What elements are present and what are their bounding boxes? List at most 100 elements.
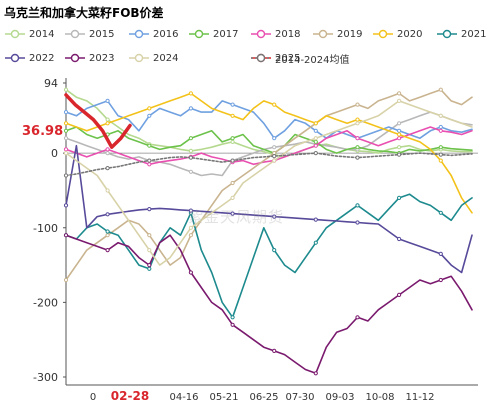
data-point — [397, 195, 402, 200]
data-point — [105, 229, 110, 234]
data-point — [63, 121, 69, 126]
data-point — [355, 220, 360, 225]
data-point — [438, 145, 443, 150]
data-point — [188, 136, 193, 141]
data-point — [230, 211, 235, 216]
data-point — [105, 117, 110, 122]
data-point — [397, 236, 402, 242]
legend-label: 2023 — [89, 52, 115, 64]
legend-swatch-icon — [313, 29, 333, 39]
data-point — [147, 162, 152, 167]
data-point — [397, 132, 402, 137]
chart-legend: 2014 2015 2016 2017 2018 2019 2020 2021 2022 2023… — [0, 24, 503, 74]
legend-label: 2017 — [213, 28, 239, 40]
data-point — [188, 155, 193, 160]
legend-item[interactable]: 2017 — [188, 26, 238, 42]
chart-title: 乌克兰和加拿大菜籽FOB价差 — [4, 6, 164, 20]
data-point — [63, 233, 69, 238]
data-point — [272, 145, 277, 150]
data-point — [105, 151, 110, 156]
x-tick-label: 06-25 — [249, 392, 278, 403]
data-point — [147, 248, 152, 253]
data-point — [147, 143, 152, 148]
legend-item[interactable]: 2019 — [312, 26, 362, 42]
data-point — [397, 145, 402, 150]
legend-item[interactable]: 2014 — [4, 26, 54, 42]
legend-swatch-icon — [251, 53, 271, 63]
data-point — [313, 121, 318, 126]
data-point — [438, 152, 443, 157]
data-point — [397, 91, 402, 96]
legend-swatch-icon — [251, 29, 271, 39]
legend-item[interactable]: 2016 — [128, 26, 178, 42]
data-point — [313, 136, 318, 141]
series-line-2024 — [65, 100, 473, 266]
legend-swatch-icon — [373, 29, 393, 39]
legend-swatch-icon — [65, 29, 85, 39]
data-point — [397, 98, 402, 104]
x-tick-label: 11-12 — [405, 392, 434, 403]
data-point — [355, 102, 360, 107]
data-point — [313, 371, 318, 376]
legend-label: 2014-2024均值 — [275, 54, 350, 66]
data-point — [147, 158, 152, 163]
y-tick-label: -100 — [33, 222, 58, 235]
legend-swatch-icon — [129, 53, 149, 63]
legend-item[interactable]: 2022 — [4, 50, 54, 66]
data-point — [397, 121, 402, 126]
data-point — [63, 277, 69, 283]
data-point — [355, 121, 360, 126]
data-point — [313, 128, 318, 133]
data-point — [147, 207, 152, 212]
data-point — [313, 217, 318, 222]
legend-item[interactable]: 2020 — [372, 26, 422, 42]
legend-item[interactable]: 2014-2024均值 — [250, 50, 350, 66]
x-tick-label: 07-30 — [285, 392, 314, 403]
legend-item[interactable]: 2024 — [128, 50, 178, 66]
current-value-label: 36.98 — [22, 124, 63, 139]
data-point — [63, 136, 69, 141]
legend-swatch-icon — [437, 29, 457, 39]
data-point — [230, 139, 235, 144]
series-line-2020 — [65, 92, 473, 214]
data-point — [438, 251, 443, 256]
legend-item[interactable]: 2015 — [64, 26, 114, 42]
watermark-text: 紫金天风期货 — [188, 208, 285, 226]
x-tick-label: 04-16 — [169, 392, 198, 403]
data-point — [313, 143, 318, 148]
series-line-2014-2024均值 — [65, 152, 473, 177]
data-point — [105, 212, 110, 217]
legend-label: 2021 — [461, 28, 487, 40]
data-point — [230, 322, 235, 327]
legend-item[interactable]: 2018 — [250, 26, 300, 42]
data-point — [105, 121, 110, 126]
legend-item[interactable]: 2023 — [64, 50, 114, 66]
data-point — [230, 195, 235, 200]
data-point — [63, 87, 69, 92]
data-point — [105, 147, 110, 152]
data-point — [188, 106, 193, 111]
data-point — [397, 128, 402, 133]
data-point — [230, 315, 235, 320]
data-point — [147, 113, 152, 118]
data-point — [63, 110, 69, 115]
data-point — [63, 147, 69, 152]
data-point — [355, 155, 360, 160]
data-point — [105, 248, 110, 253]
legend-item[interactable]: 2021 — [436, 26, 486, 42]
data-point — [188, 91, 193, 96]
data-point — [438, 158, 443, 163]
data-point — [438, 210, 443, 215]
legend-label: 2024 — [153, 52, 179, 64]
data-point — [438, 277, 443, 283]
data-point — [230, 158, 235, 163]
data-point — [272, 348, 277, 353]
data-point — [272, 158, 277, 163]
legend-label: 2025 — [275, 52, 301, 64]
legend-swatch-icon — [129, 29, 149, 39]
data-point — [272, 248, 277, 253]
data-point — [188, 208, 193, 213]
x-tick-label: 09-03 — [325, 392, 354, 403]
legend-label: 2019 — [337, 28, 363, 40]
data-point — [188, 225, 193, 230]
